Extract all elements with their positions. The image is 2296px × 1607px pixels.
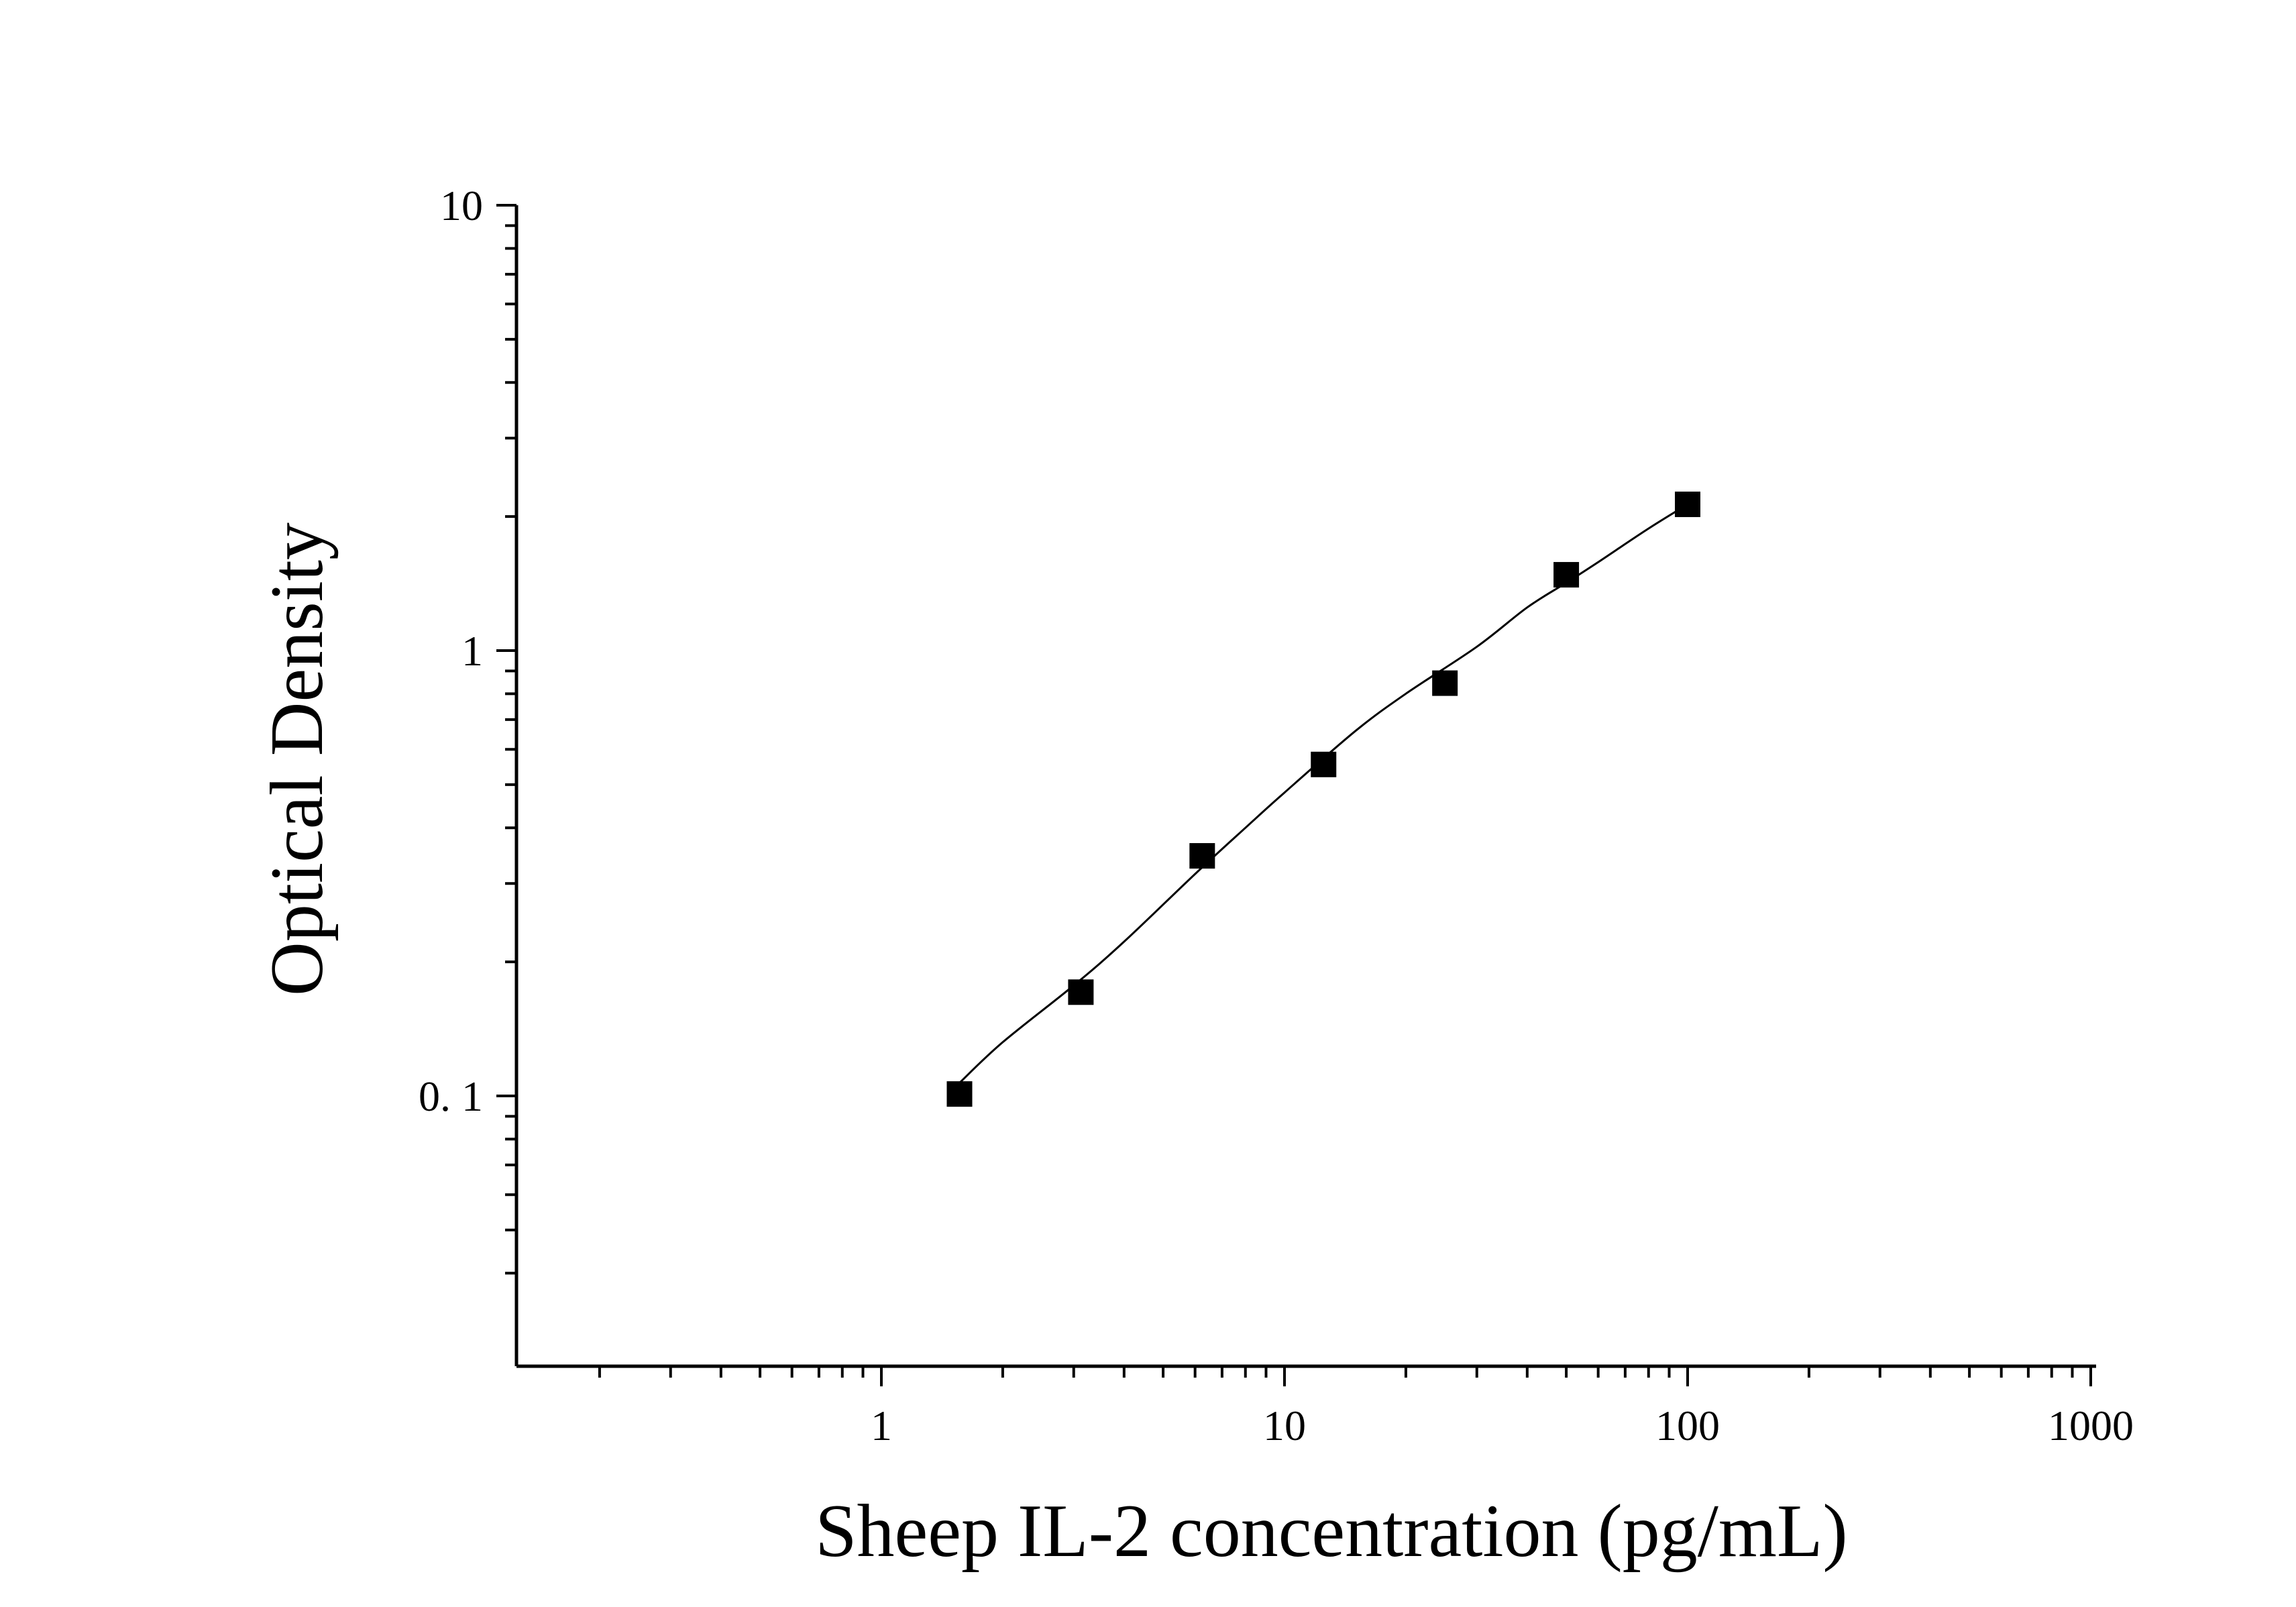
x-axis-title: Sheep IL-2 concentration (pg/mL)	[815, 1490, 1847, 1573]
data-point	[1675, 491, 1700, 517]
x-tick-label: 10	[1263, 1402, 1306, 1449]
x-tick-label: 1	[871, 1402, 892, 1449]
data-point	[1553, 561, 1580, 588]
data-point	[1311, 751, 1337, 777]
x-tick-label: 1000	[2048, 1402, 2134, 1449]
axes	[514, 205, 2096, 1368]
data-point	[1432, 670, 1458, 696]
data-point	[946, 1081, 973, 1107]
data-points	[946, 491, 1700, 1107]
y-tick-label: 1	[461, 627, 483, 675]
ticks: 1 10 100 1000 0. 1 1 10	[419, 182, 2134, 1449]
y-axis-title: Optical Density	[256, 522, 339, 996]
x-tick-label: 100	[1655, 1402, 1720, 1449]
data-point	[1189, 843, 1215, 869]
y-tick-label: 0. 1	[419, 1072, 483, 1120]
data-point	[1068, 979, 1094, 1005]
y-tick-label: 10	[440, 182, 483, 229]
